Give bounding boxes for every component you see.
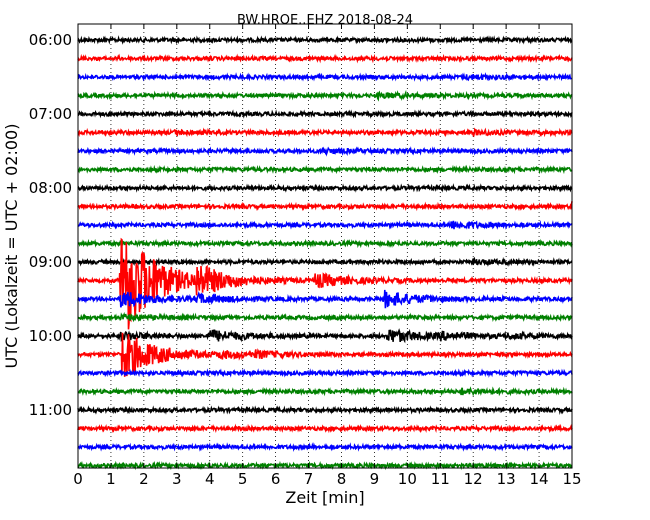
y-tick-label: 07:00 (29, 105, 72, 123)
trace-line-0915 (77, 237, 573, 330)
x-axis-ticks: 0 1 2 3 4 5 6 7 8 9 10 11 12 13 14 15 (73, 24, 582, 488)
y-tick-label: 08:00 (29, 179, 72, 197)
x-tick-label: 15 (562, 470, 581, 488)
x-tick-label: 10 (398, 470, 417, 488)
trace-line-1115 (77, 423, 573, 434)
x-tick-label: 12 (464, 470, 483, 488)
x-tick-label: 4 (205, 470, 215, 488)
x-tick-label: 13 (497, 470, 516, 488)
x-tick-label: 6 (271, 470, 281, 488)
trace-line-0930 (77, 289, 573, 309)
y-axis-label: UTC (Lokalzeit = UTC + 02:00) (2, 124, 21, 369)
trace-line-0945 (77, 311, 573, 323)
x-axis-label: Zeit [min] (285, 488, 364, 507)
x-tick-label: 2 (139, 470, 149, 488)
y-tick-label: 06:00 (29, 31, 72, 49)
x-tick-label: 3 (172, 470, 182, 488)
plot-frame (77, 23, 573, 469)
trace-line-0630 (77, 72, 573, 82)
trace-line-1045 (77, 386, 573, 397)
x-tick-label: 0 (73, 470, 83, 488)
trace-line-1000 (77, 328, 573, 344)
x-tick-label: 7 (304, 470, 314, 488)
trace-line-0745 (77, 164, 573, 175)
trace-line-1100 (77, 405, 573, 415)
x-tick-label: 8 (337, 470, 347, 488)
trace-line-0730 (77, 146, 573, 157)
x-tick-label: 9 (370, 470, 380, 488)
trace-line-0800 (77, 183, 573, 193)
seismic-traces (77, 35, 573, 471)
y-tick-label: 09:00 (29, 253, 72, 271)
trace-line-1130 (77, 442, 573, 452)
y-axis-ticks: 06:00 07:00 08:00 09:00 10:00 11:00 (29, 31, 572, 419)
trace-line-0845 (77, 238, 573, 249)
chart-title: BW.HROE..EHZ 2018-08-24 (237, 13, 413, 28)
x-tick-label: 1 (106, 470, 116, 488)
trace-line-0830 (77, 220, 573, 230)
x-tick-label: 5 (238, 470, 248, 488)
trace-line-0715 (77, 127, 573, 138)
y-tick-label: 10:00 (29, 327, 72, 345)
trace-line-0700 (77, 109, 573, 119)
trace-line-0645 (77, 89, 573, 102)
x-tick-label: 14 (530, 470, 549, 488)
trace-line-0600 (77, 35, 573, 45)
x-tick-label: 11 (431, 470, 450, 488)
trace-line-1015 (77, 332, 573, 377)
trace-line-1145 (77, 460, 573, 471)
y-tick-label: 11:00 (29, 401, 72, 419)
trace-line-0815 (77, 201, 573, 212)
trace-line-0900 (77, 256, 573, 267)
trace-line-1030 (77, 368, 573, 378)
trace-line-0615 (77, 53, 573, 64)
